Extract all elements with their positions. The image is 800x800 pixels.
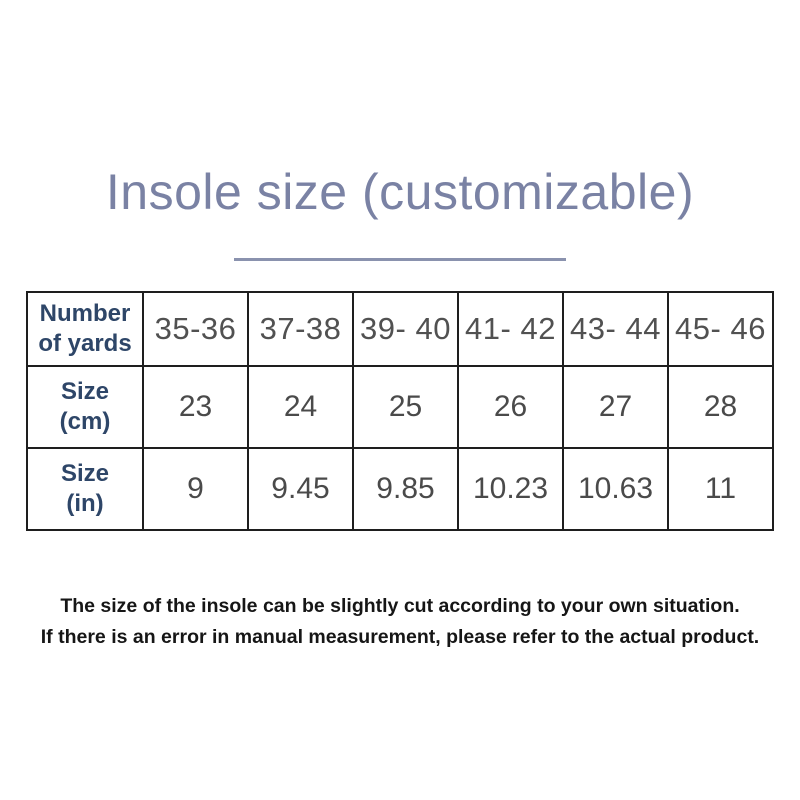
- footer-line-2: If there is an error in manual measureme…: [40, 626, 760, 649]
- table-cell-yards-4: 41- 42: [457, 291, 564, 367]
- footer-note: The size of the insole can be slightly c…: [0, 591, 800, 653]
- table-cell-yards-3: 39- 40: [352, 291, 459, 367]
- page-title: Insole size (customizable): [105, 164, 695, 220]
- table-cell-in-6: 11: [667, 447, 774, 531]
- table-cell-in-5: 10.63: [562, 447, 669, 531]
- table-cell-cm-6: 28: [667, 365, 774, 449]
- table-cell-cm-3: 25: [352, 365, 459, 449]
- table-cell-in-1: 9: [142, 447, 249, 531]
- footer-line-1: The size of the insole can be slightly c…: [60, 595, 740, 617]
- size-table: Number of yards 35-36 37-38 39- 40 41- 4…: [26, 291, 774, 531]
- table-cell-in-2: 9.45: [247, 447, 354, 531]
- table-cell-cm-1: 23: [142, 365, 249, 449]
- table-cell-cm-5: 27: [562, 365, 669, 449]
- table-cell-yards-5: 43- 44: [562, 291, 669, 367]
- table-row-yards: Number of yards 35-36 37-38 39- 40 41- 4…: [26, 291, 774, 367]
- row-header-yards: Number of yards: [26, 291, 144, 367]
- table-cell-cm-4: 26: [457, 365, 564, 449]
- table-row-size-in: Size (in) 9 9.45 9.85 10.23 10.63 11: [26, 447, 774, 531]
- table-row-size-cm: Size (cm) 23 24 25 26 27 28: [26, 365, 774, 449]
- table-cell-yards-1: 35-36: [142, 291, 249, 367]
- row-header-size-cm: Size (cm): [26, 365, 144, 449]
- title-divider: [234, 258, 566, 261]
- table-cell-in-3: 9.85: [352, 447, 459, 531]
- row-header-size-in: Size (in): [26, 447, 144, 531]
- table-cell-yards-6: 45- 46: [667, 291, 774, 367]
- table-cell-cm-2: 24: [247, 365, 354, 449]
- table-cell-yards-2: 37-38: [247, 291, 354, 367]
- table-cell-in-4: 10.23: [457, 447, 564, 531]
